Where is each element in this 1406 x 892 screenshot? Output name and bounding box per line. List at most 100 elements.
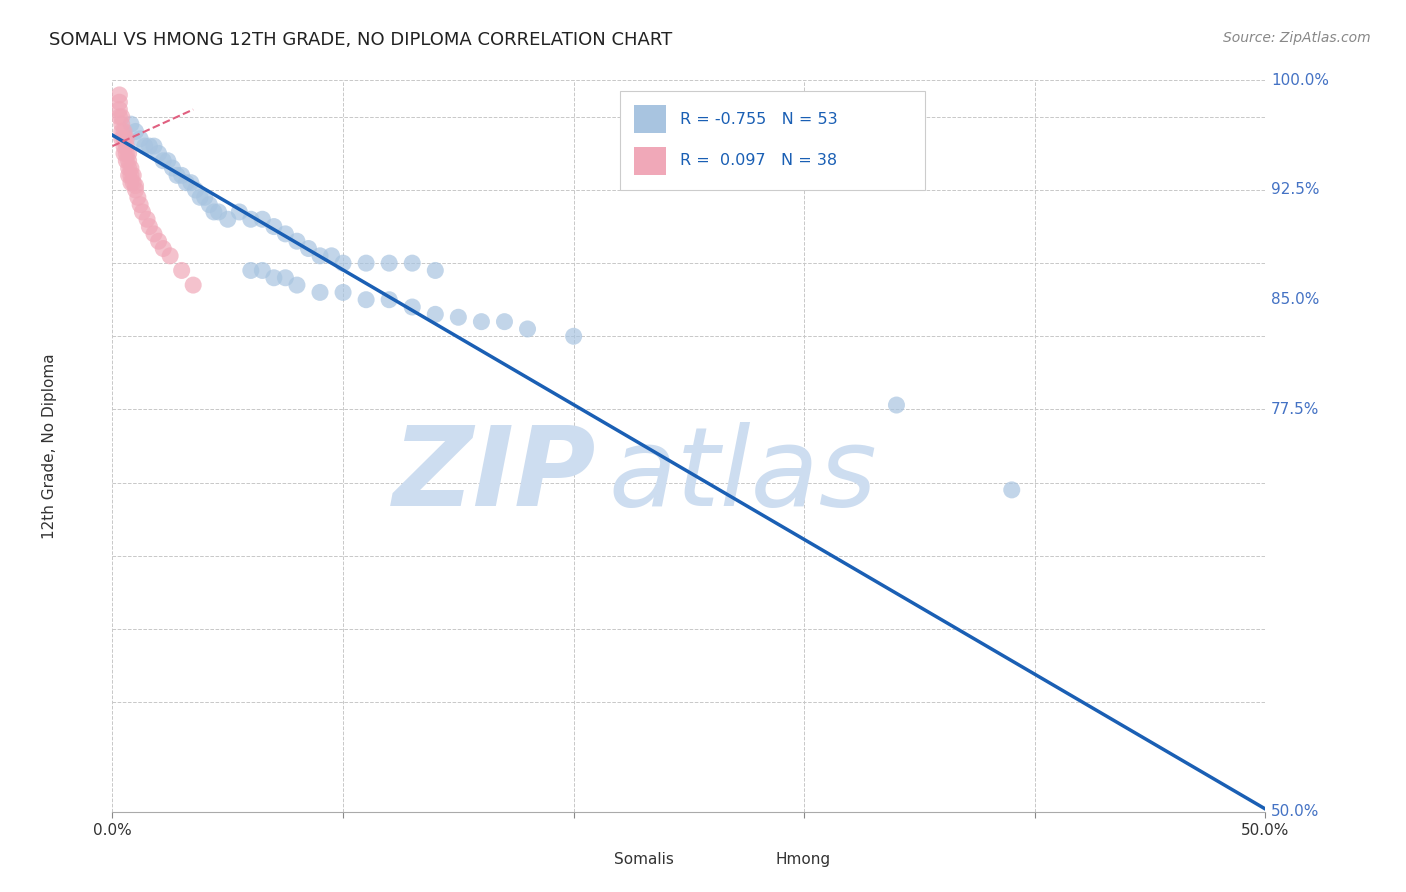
Point <box>170 263 193 277</box>
Point <box>162 161 184 175</box>
Point <box>239 263 262 277</box>
Point <box>138 219 160 234</box>
Text: 85.0%: 85.0% <box>1271 293 1320 307</box>
Point <box>562 329 585 343</box>
Point <box>188 190 211 204</box>
Point <box>309 249 332 263</box>
Point <box>228 205 250 219</box>
Point <box>112 132 135 146</box>
Point <box>134 139 156 153</box>
Point <box>120 161 142 175</box>
Point <box>494 315 516 329</box>
Point <box>120 169 142 183</box>
Point <box>115 139 138 153</box>
Text: 50.0%: 50.0% <box>1271 805 1320 819</box>
Point <box>124 183 146 197</box>
Point <box>378 256 401 270</box>
Point <box>117 146 139 161</box>
Point <box>354 256 377 270</box>
FancyBboxPatch shape <box>574 848 606 871</box>
Point <box>263 219 285 234</box>
FancyBboxPatch shape <box>735 848 768 871</box>
Point <box>115 132 138 146</box>
Point <box>378 293 401 307</box>
Point <box>127 190 149 204</box>
Point <box>115 146 138 161</box>
Point <box>285 234 308 248</box>
Point <box>180 176 202 190</box>
Point <box>108 87 131 102</box>
Point <box>401 300 423 314</box>
Point <box>297 242 319 256</box>
Text: Hmong: Hmong <box>776 853 831 868</box>
Point <box>263 270 285 285</box>
Point <box>170 169 193 183</box>
Point <box>332 256 354 270</box>
Point <box>124 124 146 138</box>
Point <box>108 103 131 117</box>
Point <box>1001 483 1024 497</box>
Point <box>122 169 145 183</box>
Point <box>425 263 447 277</box>
Point <box>252 212 274 227</box>
Point <box>274 227 297 241</box>
Point <box>138 139 160 153</box>
Point <box>194 190 217 204</box>
Point <box>108 110 131 124</box>
Point <box>111 132 134 146</box>
Text: atlas: atlas <box>609 422 877 529</box>
FancyBboxPatch shape <box>634 147 666 175</box>
Point <box>129 132 152 146</box>
Point <box>274 270 297 285</box>
Point <box>354 293 377 307</box>
Point <box>143 139 166 153</box>
Point <box>470 315 492 329</box>
Point <box>156 153 179 168</box>
Text: Somalis: Somalis <box>614 853 673 868</box>
Point <box>217 212 239 227</box>
Point <box>181 278 204 293</box>
Point <box>111 124 134 138</box>
Point <box>143 227 166 241</box>
Point <box>131 205 153 219</box>
Point <box>115 153 138 168</box>
Point <box>148 234 170 248</box>
Point <box>122 176 145 190</box>
Point <box>886 398 908 412</box>
Text: 100.0%: 100.0% <box>1271 73 1329 87</box>
Text: SOMALI VS HMONG 12TH GRADE, NO DIPLOMA CORRELATION CHART: SOMALI VS HMONG 12TH GRADE, NO DIPLOMA C… <box>49 31 672 49</box>
Point <box>120 176 142 190</box>
Point <box>117 161 139 175</box>
Point <box>112 124 135 138</box>
Point <box>174 176 197 190</box>
Point <box>166 169 188 183</box>
FancyBboxPatch shape <box>620 91 925 190</box>
Point <box>447 310 470 325</box>
Point <box>425 307 447 321</box>
Point <box>207 205 229 219</box>
Point <box>148 146 170 161</box>
Point <box>117 153 139 168</box>
Point <box>321 249 343 263</box>
Point <box>111 117 134 131</box>
Point <box>152 153 174 168</box>
Point <box>332 285 354 300</box>
Point <box>152 242 174 256</box>
Point <box>108 95 131 110</box>
FancyBboxPatch shape <box>634 105 666 133</box>
Text: 77.5%: 77.5% <box>1271 402 1320 417</box>
Point <box>124 178 146 193</box>
Point <box>117 169 139 183</box>
Text: 12th Grade, No Diploma: 12th Grade, No Diploma <box>42 353 56 539</box>
Point <box>159 249 181 263</box>
Text: R =  0.097   N = 38: R = 0.097 N = 38 <box>679 153 837 169</box>
Point <box>309 285 332 300</box>
Point <box>516 322 538 336</box>
Point <box>184 183 207 197</box>
Point <box>285 278 308 293</box>
Point <box>239 212 262 227</box>
Point <box>120 117 142 131</box>
Point <box>112 139 135 153</box>
Point <box>202 205 225 219</box>
Text: Source: ZipAtlas.com: Source: ZipAtlas.com <box>1223 31 1371 45</box>
